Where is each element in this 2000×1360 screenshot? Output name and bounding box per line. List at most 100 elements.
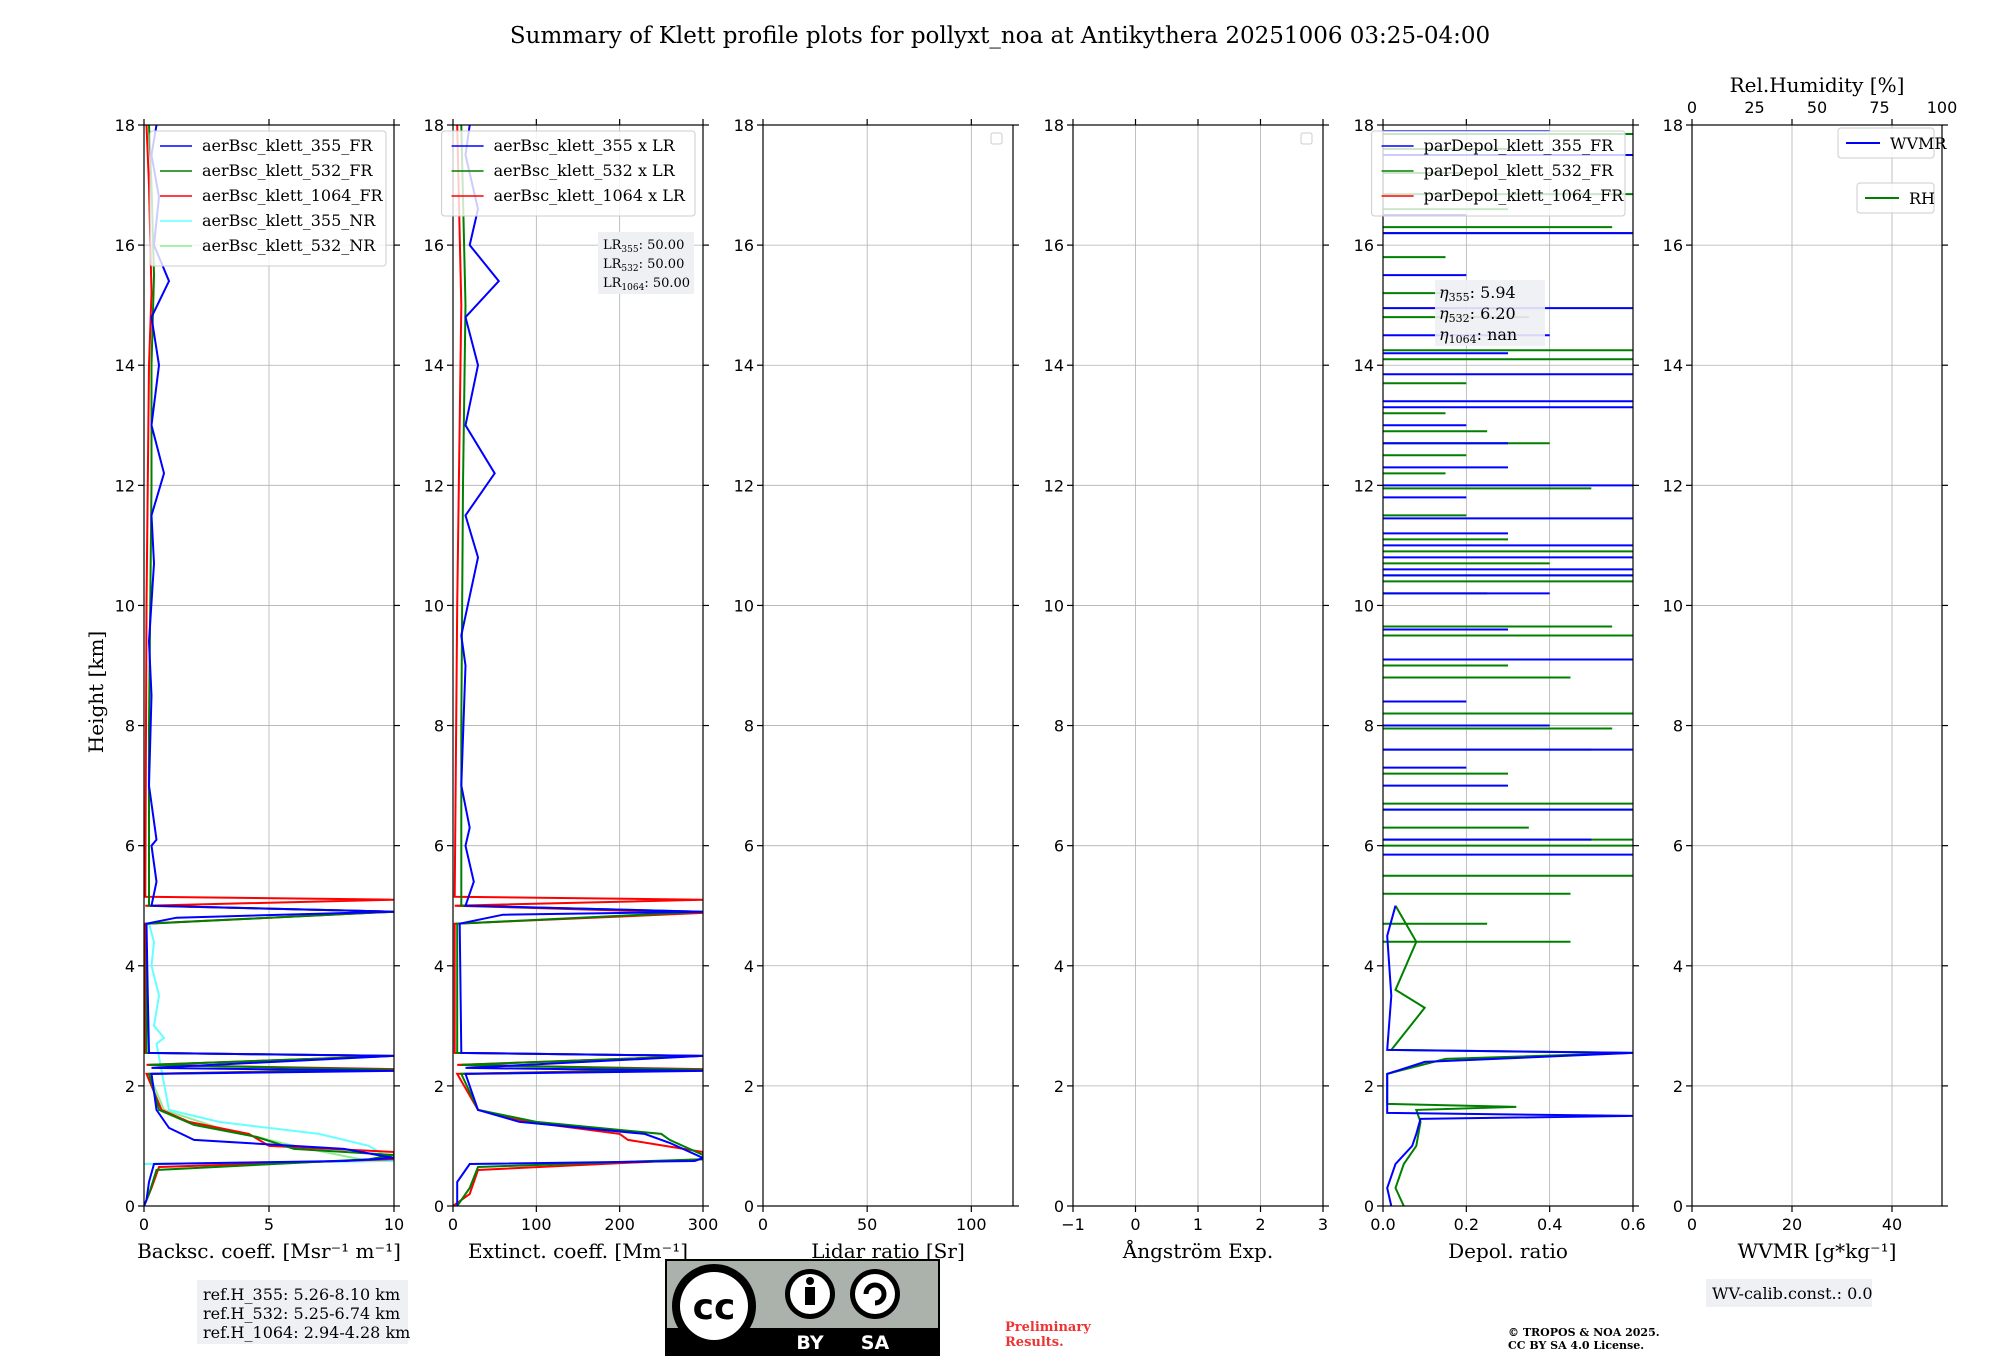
by-label: BY: [796, 1332, 823, 1354]
legend-label: parDepol_klett_1064_FR: [1424, 186, 1625, 205]
y-tick-label: 0: [434, 1197, 444, 1216]
y-tick-label: 12: [424, 476, 444, 495]
legend-box: [1371, 130, 1626, 217]
ref-height-1064: ref.H_1064: 2.94-4.28 km: [203, 1323, 410, 1342]
lr-label: LR532: 50.00: [603, 257, 684, 274]
legend: aerBsc_klett_355 x LR aerBsc_klett_532 x …: [441, 130, 696, 217]
eta-label: η532: 6.20: [1439, 304, 1516, 325]
y-tick-label: 12: [1354, 476, 1374, 495]
x-tick-label: 0: [1687, 1215, 1697, 1234]
x-tick-label: 100: [521, 1215, 552, 1234]
y-tick-label: 16: [115, 236, 135, 255]
copyright-line-2: CC BY SA 4.0 License.: [1508, 1339, 1644, 1352]
x-tick-label: 0.0: [1370, 1215, 1395, 1234]
y-tick-label: 12: [1044, 476, 1064, 495]
legend-RH: RH: [1856, 182, 1935, 214]
x-tick-label: 0: [758, 1215, 768, 1234]
x-tick-label: 2: [1255, 1215, 1265, 1234]
y-tick-label: 0: [1673, 1197, 1683, 1216]
ref-height-532: ref.H_532: 5.25-6.74 km: [203, 1304, 400, 1323]
x-tick-label: 0.2: [1454, 1215, 1479, 1234]
wv-calib-text: WV-calib.const.: 0.0: [1712, 1284, 1873, 1303]
legend-label: aerBsc_klett_532_NR: [202, 236, 376, 255]
series-line: [144, 125, 394, 1206]
panel-backscatter: 0 2 4 6 8 10 12 14 16 18 0 5 10 Backsc. coeff. [Msr⁻¹…: [115, 116, 405, 1263]
sa-icon-arrow: [863, 1282, 887, 1306]
y-tick-label: 0: [1054, 1197, 1064, 1216]
preliminary-line-1: Preliminary: [1005, 1320, 1091, 1335]
cc-license-badge: cc BY SA: [665, 1259, 940, 1356]
series-line: [144, 923, 394, 1165]
y-tick-label: 18: [1354, 116, 1374, 135]
x-tick-label: 0.4: [1537, 1215, 1562, 1234]
legend-label: RH: [1909, 189, 1935, 208]
y-tick-label: 10: [1354, 596, 1374, 615]
empty-legend: [990, 132, 1003, 145]
eta-label: η355: 5.94: [1439, 283, 1516, 304]
grid: [762, 124, 1013, 1207]
y-tick-label: 8: [434, 717, 444, 736]
y-tick-label: 14: [115, 356, 135, 375]
y-tick-label: 18: [1663, 116, 1683, 135]
y-tick-label: 2: [744, 1077, 754, 1096]
x-tick-label: 0: [139, 1215, 149, 1234]
x-tick-label: 20: [1782, 1215, 1802, 1234]
y-tick-label: 2: [434, 1077, 444, 1096]
y-tick-label: 16: [1663, 236, 1683, 255]
x-tick-label: 100: [956, 1215, 987, 1234]
eta-label: η1064: nan: [1439, 325, 1517, 346]
chart-title: Summary of Klett profile plots for polly…: [510, 23, 1490, 49]
x-axis-label: Backsc. coeff. [Msr⁻¹ m⁻¹]: [137, 1239, 401, 1263]
by-icon-head: [806, 1277, 814, 1285]
top-axis-label: Rel.Humidity [%]: [1730, 73, 1905, 97]
y-tick-label: 6: [1364, 837, 1374, 856]
y-tick-label: 18: [424, 116, 444, 135]
ref-heights-background: [197, 1280, 408, 1344]
lidar-ratio-box: LR355: 50.00 LR532: 50.00 LR1064: 50.00: [598, 232, 694, 294]
x-tick-label: −1: [1061, 1215, 1085, 1234]
y-tick-label: 18: [1044, 116, 1064, 135]
y-tick-label: 8: [1364, 717, 1374, 736]
y-tick-label: 2: [1364, 1077, 1374, 1096]
y-tick-label: 6: [434, 837, 444, 856]
sa-icon: [855, 1274, 895, 1314]
legend: parDepol_klett_355_FR parDepol_klett_532_…: [1371, 130, 1626, 217]
by-icon-body: [805, 1287, 815, 1305]
y-tick-label: 12: [115, 476, 135, 495]
copyright-line-1: © TROPOS & NOA 2025.: [1508, 1326, 1660, 1339]
top-tick-label: 50: [1807, 98, 1827, 117]
legend-label: aerBsc_klett_532 x LR: [494, 161, 676, 180]
legend-WVMR: WVMR: [1837, 127, 1947, 159]
y-tick-label: 6: [744, 837, 754, 856]
y-tick-label: 10: [734, 596, 754, 615]
y-tick-label: 14: [1663, 356, 1683, 375]
legend: aerBsc_klett_355_FR aerBsc_klett_532_FRae…: [149, 130, 387, 267]
top-tick-label: 0: [1687, 98, 1697, 117]
x-tick-label: 200: [604, 1215, 635, 1234]
data-layer: [144, 125, 394, 1206]
top-tick-label: 100: [1927, 98, 1958, 117]
lr-label: LR355: 50.00: [603, 238, 684, 255]
top-tick-label: 25: [1744, 98, 1764, 117]
cc-logo-text: cc: [693, 1287, 736, 1328]
x-axis-label: Ångström Exp.: [1122, 1238, 1273, 1263]
eta-background: [1435, 280, 1545, 346]
x-axis-label: Depol. ratio: [1448, 1239, 1568, 1263]
x-tick-label: 0.6: [1620, 1215, 1645, 1234]
axes-frame: [1691, 124, 1943, 1207]
y-tick-label: 14: [424, 356, 444, 375]
y-tick-label: 12: [1663, 476, 1683, 495]
lr-label: LR1064: 50.00: [603, 276, 690, 293]
x-axis-label: Extinct. coeff. [Mm⁻¹]: [468, 1239, 688, 1263]
series-line: [1386, 905, 1633, 1206]
legend-label: aerBsc_klett_355 x LR: [494, 136, 676, 155]
legend-box: [441, 130, 696, 217]
grid: [143, 124, 395, 1207]
y-tick-label: 16: [424, 236, 444, 255]
y-tick-label: 18: [115, 116, 135, 135]
lr-background: [598, 232, 694, 294]
y-tick-label: 6: [1054, 837, 1064, 856]
